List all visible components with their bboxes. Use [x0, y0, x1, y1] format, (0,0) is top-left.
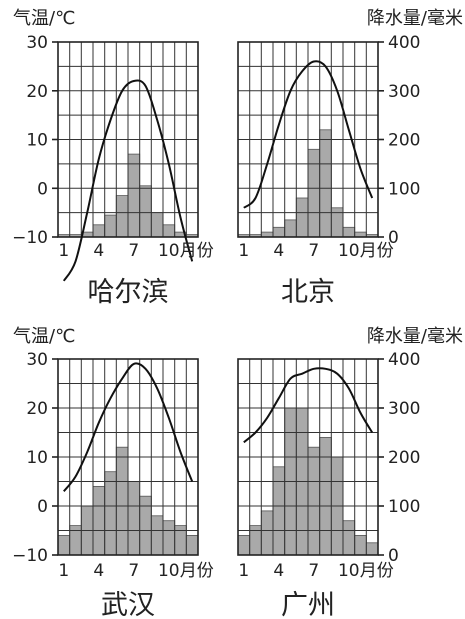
temp-unit-label-bottom: 气温/℃: [13, 326, 75, 347]
precip-bar: [295, 197, 309, 238]
x-tick-label: 1: [58, 241, 69, 261]
x-tick-label: 4: [93, 561, 104, 581]
y-tick-label-right: 400: [388, 350, 420, 370]
city-label: 哈尔滨: [88, 277, 169, 308]
precip-bar: [139, 495, 152, 556]
precip-bar: [342, 520, 356, 556]
y-tick-label-left: 30: [26, 350, 48, 370]
y-tick-label-left: 0: [37, 497, 48, 517]
precip-bar: [92, 224, 106, 238]
precip-bar: [185, 535, 199, 556]
precip-bar: [162, 520, 176, 556]
y-tick-label-right: 100: [388, 497, 420, 517]
x-tick-label: 10: [158, 241, 180, 261]
x-tick-label: 7: [128, 561, 139, 581]
precip-bar: [307, 446, 321, 556]
x-tick-label: 4: [93, 241, 104, 261]
precip-bar: [307, 148, 321, 238]
y-tick-label-left: 20: [26, 399, 48, 419]
x-axis-unit-label: 月份: [360, 241, 394, 261]
precip-bar: [342, 226, 356, 238]
temperature-curve: [62, 79, 194, 282]
x-tick-label: 10: [338, 561, 360, 581]
precip-unit-label-top: 降水量/毫米: [367, 8, 463, 29]
temp-unit-label-top: 气温/℃: [13, 8, 75, 29]
precip-bar: [104, 214, 117, 238]
y-tick-label-left: 0: [37, 179, 48, 199]
precip-bar: [150, 212, 164, 238]
precip-bar: [319, 436, 332, 556]
precip-bar: [365, 542, 379, 556]
city-label: 北京: [281, 277, 335, 308]
y-tick-label-right: 200: [388, 448, 420, 468]
precip-bar: [272, 466, 286, 556]
y-tick-label-right: 400: [388, 33, 420, 53]
precip-bar: [319, 129, 332, 238]
precip-bar: [150, 515, 164, 556]
temperature-curve: [243, 367, 374, 444]
y-tick-label-left: 30: [26, 33, 48, 53]
precip-bar: [284, 219, 297, 238]
precip-bar: [57, 535, 71, 556]
precip-bar: [92, 485, 106, 556]
x-tick-label: 4: [273, 241, 284, 261]
precip-bar: [104, 471, 117, 556]
precip-bar: [127, 481, 141, 556]
precip-bar: [260, 510, 274, 556]
x-tick-label: 10: [158, 561, 180, 581]
x-axis-unit-label: 月份: [180, 241, 214, 261]
precip-bar: [272, 226, 286, 238]
y-tick-label-left: 10: [26, 448, 48, 468]
x-tick-label: 10: [338, 241, 360, 261]
precip-bar: [139, 185, 152, 238]
y-tick-label-left: 10: [26, 131, 48, 151]
precip-bar: [115, 446, 129, 556]
y-tick-label-left: −10: [12, 228, 48, 248]
temperature-curve: [63, 362, 194, 492]
precip-bar: [237, 535, 251, 556]
x-tick-label: 4: [273, 561, 284, 581]
y-tick-label-right: 300: [388, 82, 420, 102]
y-tick-label-right: 0: [388, 546, 399, 566]
precip-unit-label-bottom: 降水量/毫米: [367, 326, 463, 347]
precip-bar: [354, 535, 367, 556]
x-axis-unit-label: 月份: [180, 561, 214, 581]
x-tick-label: 1: [238, 241, 249, 261]
y-tick-label-right: 300: [388, 399, 420, 419]
x-axis-unit-label: 月份: [360, 561, 394, 581]
y-tick-label-right: 0: [388, 228, 399, 248]
x-tick-label: 7: [128, 241, 139, 261]
x-tick-label: 1: [238, 561, 249, 581]
precip-bar: [162, 224, 176, 238]
city-label: 广州: [281, 590, 335, 619]
x-tick-label: 7: [308, 561, 319, 581]
x-tick-label: 1: [58, 561, 69, 581]
y-tick-label-left: −10: [12, 546, 48, 566]
precip-bar: [115, 195, 129, 238]
precip-bar: [127, 153, 141, 238]
temperature-curve: [243, 60, 374, 209]
x-tick-label: 7: [308, 241, 319, 261]
y-tick-label-left: 20: [26, 82, 48, 102]
city-label: 武汉: [101, 590, 155, 619]
y-tick-label-right: 200: [388, 131, 420, 151]
y-tick-label-right: 100: [388, 179, 420, 199]
